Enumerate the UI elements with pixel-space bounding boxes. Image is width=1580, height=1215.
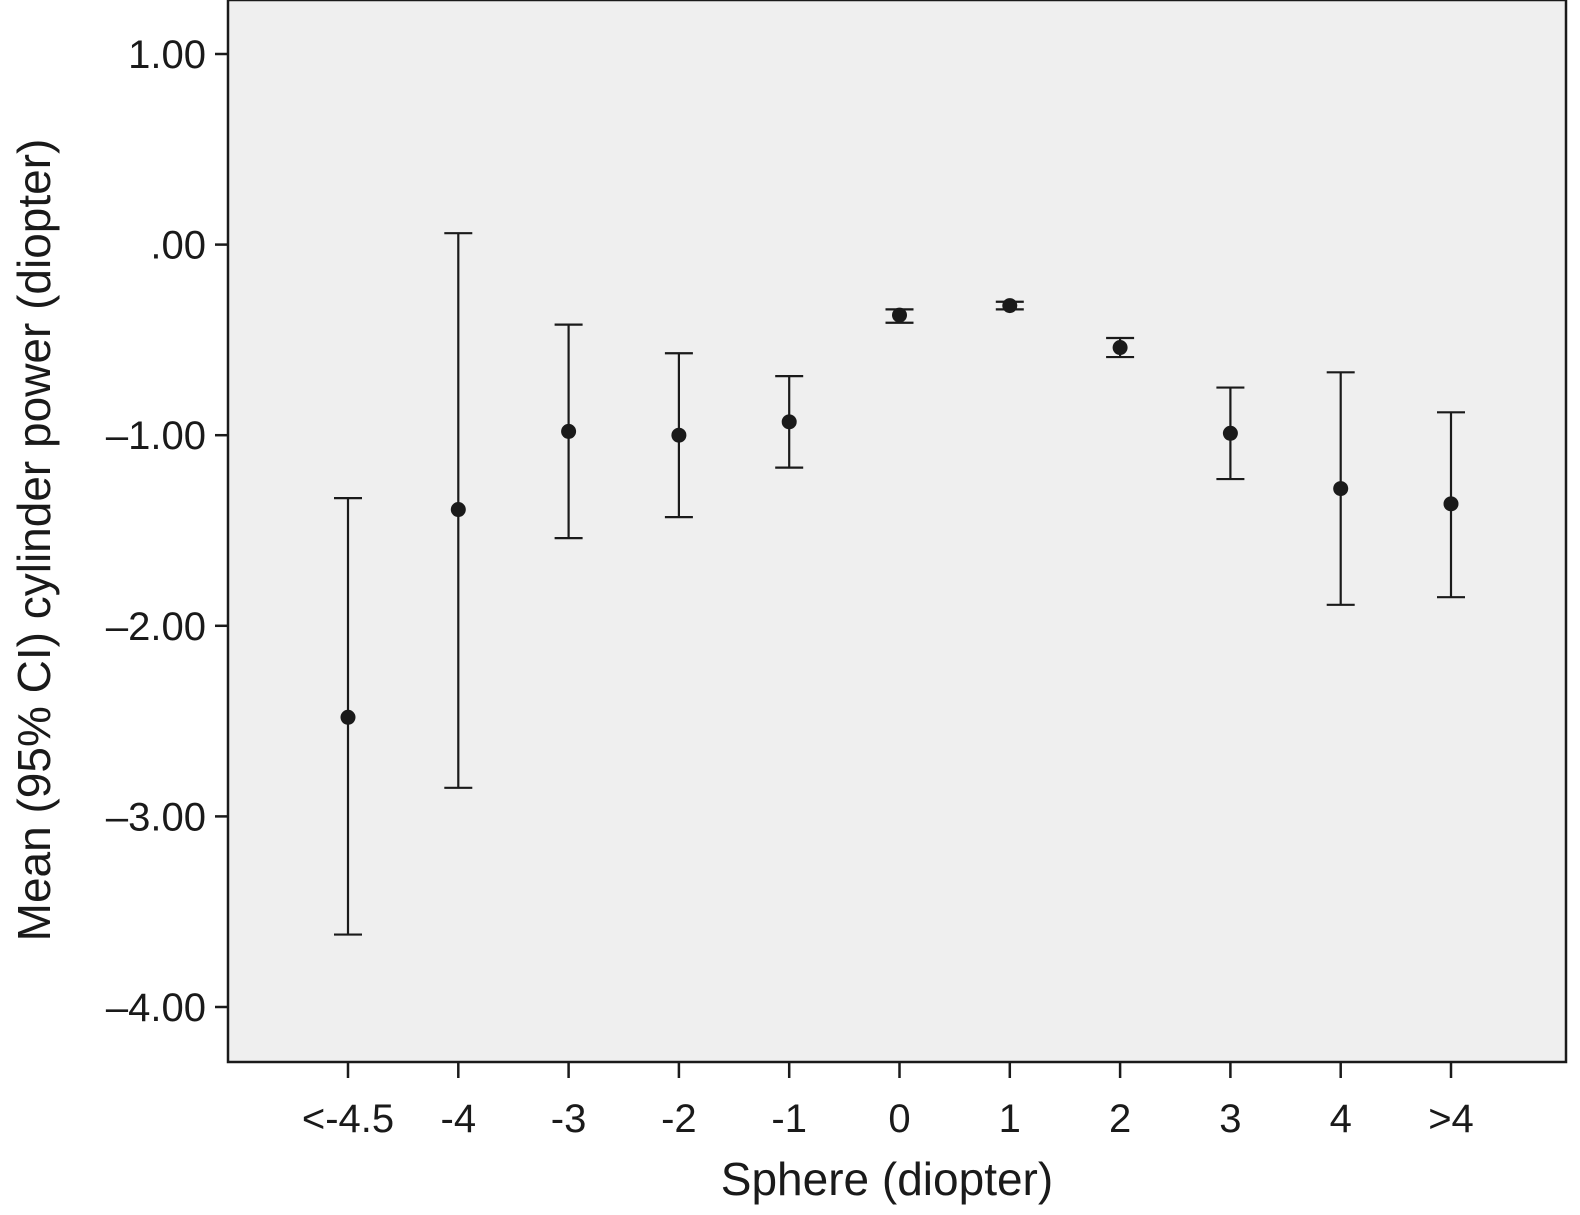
y-tick-label: .00 [150, 224, 206, 268]
y-axis-title: Mean (95% CI) cylinder power (diopter) [8, 139, 60, 942]
y-tick-label: –4.00 [106, 986, 206, 1030]
mean-point [781, 414, 797, 430]
x-tick-label: -2 [661, 1097, 697, 1141]
x-tick-label: 0 [888, 1097, 910, 1141]
x-axis-title: Sphere (diopter) [721, 1153, 1053, 1205]
mean-point [1222, 425, 1238, 441]
x-tick-label: >4 [1428, 1097, 1474, 1141]
y-tick-label: –3.00 [106, 795, 206, 839]
mean-point [1112, 340, 1128, 356]
mean-point [671, 427, 687, 443]
mean-point [450, 502, 466, 518]
x-tick-label: -4 [441, 1097, 477, 1141]
mean-point [340, 709, 356, 725]
x-tick-label: 4 [1330, 1097, 1352, 1141]
x-tick-label: 2 [1109, 1097, 1131, 1141]
y-axis: 1.00 .00 –1.00 –2.00 –3.00 –4.00 [106, 33, 228, 1030]
x-tick-label: 3 [1219, 1097, 1241, 1141]
mean-point [561, 423, 577, 439]
x-axis: <-4.5 -4 -3 -2 -1 0 1 2 3 4 >4 [302, 1062, 1474, 1141]
y-tick-label: –1.00 [106, 414, 206, 458]
y-tick-label: 1.00 [128, 33, 206, 77]
mean-point [1443, 496, 1459, 512]
x-tick-label: -3 [551, 1097, 587, 1141]
x-tick-label: 1 [999, 1097, 1021, 1141]
mean-point [1002, 298, 1018, 314]
x-tick-label: <-4.5 [302, 1097, 394, 1141]
x-tick-label: -1 [771, 1097, 807, 1141]
mean-point [1333, 481, 1349, 497]
y-tick-label: –2.00 [106, 605, 206, 649]
plot-area [226, 0, 1568, 1064]
mean-point [892, 307, 907, 323]
data-marks [334, 232, 1465, 936]
